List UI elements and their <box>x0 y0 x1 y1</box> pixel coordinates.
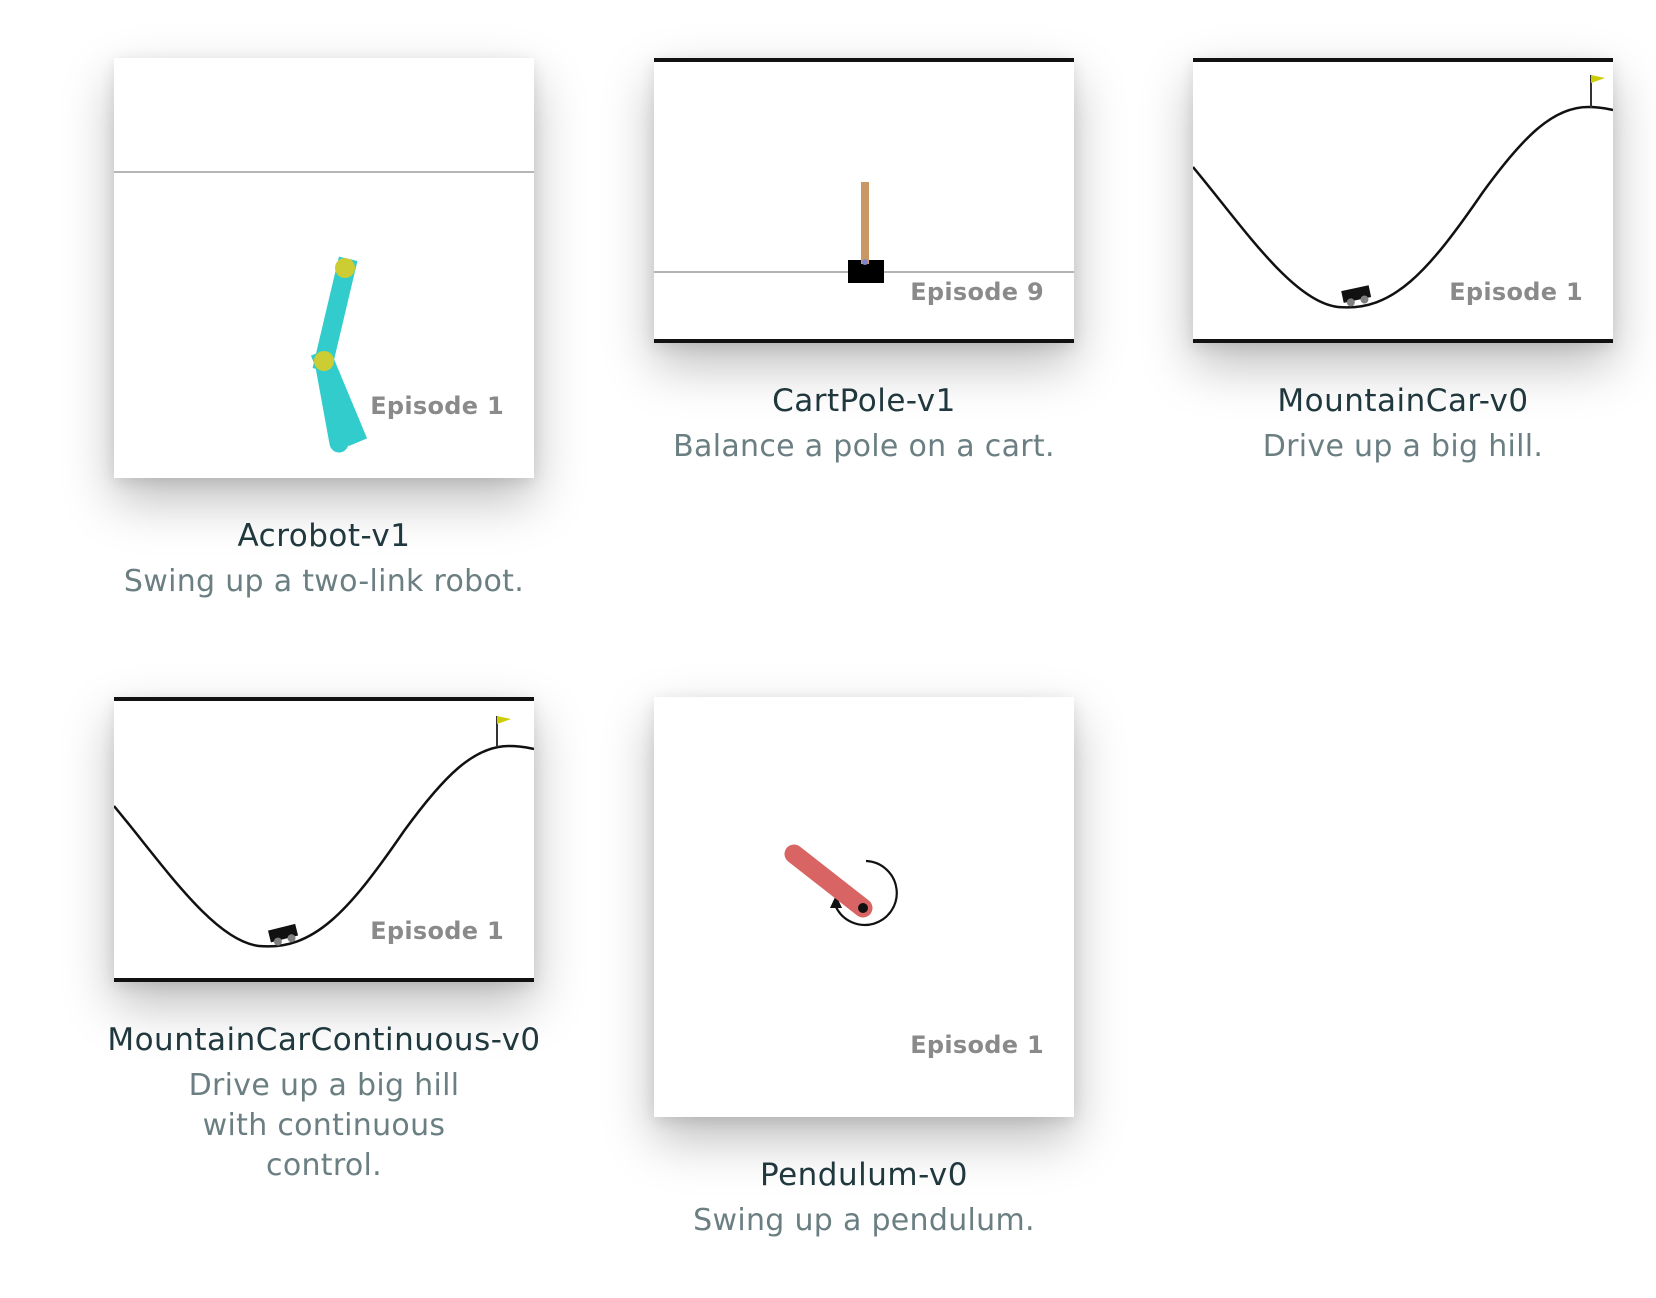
cartpole-scene <box>654 182 1074 283</box>
env-card-acrobot[interactable]: Episode 1 Acrobot-v1 Swing up a two-link… <box>114 58 534 602</box>
episode-label: Episode 1 <box>1449 278 1583 306</box>
mountaincar-continuous-hill <box>114 744 534 948</box>
cartpole-render: Episode 9 <box>654 58 1074 343</box>
env-description: Balance a pole on a cart. <box>673 429 1055 464</box>
env-card-cartpole[interactable]: Episode 9 CartPole-v1 Balance a pole on … <box>654 58 1074 467</box>
env-card-pendulum[interactable]: Episode 1 Pendulum-v0 Swing up a pendulu… <box>654 697 1074 1241</box>
acrobot-scene <box>114 171 534 453</box>
env-description: Drive up a big hill. <box>1262 429 1544 464</box>
env-description: Drive up a big hill with continuous cont… <box>188 1068 460 1183</box>
flag-icon <box>497 716 511 724</box>
acrobot-joint-middle <box>314 351 334 371</box>
mountaincar-continuous-car <box>267 923 299 946</box>
env-card-mountaincar-continuous[interactable]: Episode 1 MountainCarContinuous-v0 Drive… <box>107 697 540 1186</box>
episode-label: Episode 1 <box>370 917 504 945</box>
episode-label: Episode 1 <box>910 1031 1044 1059</box>
env-title[interactable]: Acrobot-v1 <box>237 518 411 554</box>
env-card-mountaincar[interactable]: Episode 1 MountainCar-v0 Drive up a big … <box>1193 58 1613 467</box>
cartpole-cart <box>848 260 884 283</box>
acrobot-link-upper <box>312 256 358 373</box>
episode-label: Episode 9 <box>910 278 1044 306</box>
env-title[interactable]: MountainCarContinuous-v0 <box>107 1022 541 1058</box>
acrobot-link-lower <box>310 347 368 447</box>
mountaincar-continuous-render: Episode 1 <box>114 697 534 982</box>
mountaincar-render: Episode 1 <box>1193 58 1613 343</box>
mountaincar-scene <box>1193 75 1613 309</box>
env-title[interactable]: CartPole-v1 <box>772 383 956 419</box>
env-title[interactable]: MountainCar-v0 <box>1277 383 1529 419</box>
acrobot-joint-top <box>335 258 355 278</box>
pendulum-scene <box>784 844 898 927</box>
cartpole-pole <box>861 182 869 264</box>
pendulum-rod <box>784 844 873 918</box>
mountaincar-continuous-scene <box>114 716 534 948</box>
flag-icon <box>1591 75 1605 83</box>
pendulum-torque-arrow-icon <box>830 895 842 908</box>
mountaincar-car <box>1341 285 1372 307</box>
pendulum-pivot <box>858 903 868 913</box>
pendulum-render: Episode 1 <box>654 697 1074 1117</box>
env-description: Swing up a two-link robot. <box>123 564 525 599</box>
cartpole-axle <box>862 259 868 265</box>
env-description: Swing up a pendulum. <box>693 1203 1035 1238</box>
mountaincar-hill <box>1193 105 1613 309</box>
episode-label: Episode 1 <box>370 392 504 420</box>
pendulum-torque-arc <box>835 859 898 927</box>
env-title[interactable]: Pendulum-v0 <box>759 1157 968 1193</box>
acrobot-render: Episode 1 <box>114 58 534 478</box>
